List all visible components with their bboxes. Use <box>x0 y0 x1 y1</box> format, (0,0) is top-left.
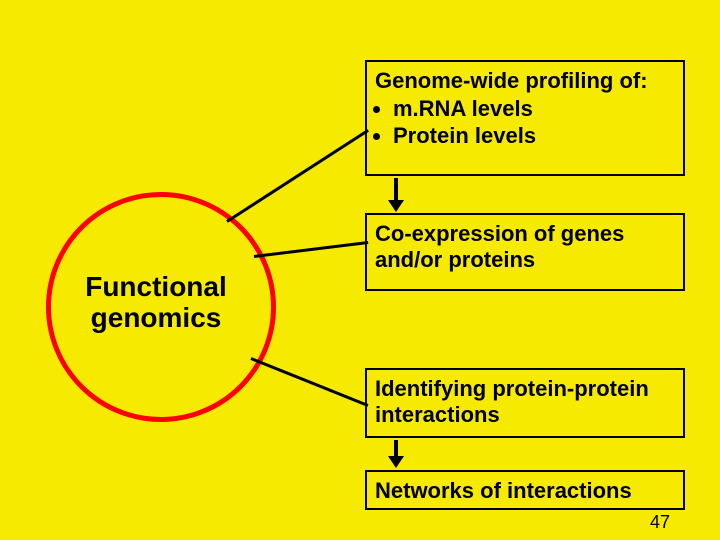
networks-box-header: Networks of interactions <box>375 478 675 504</box>
profiling-box-bullet: m.RNA levels <box>393 96 675 122</box>
functional-genomics-label: Functionalgenomics <box>62 272 250 334</box>
connector-to-profiling <box>226 129 369 223</box>
coexpression-box-header: Co-expression of genes and/or proteins <box>375 221 675 274</box>
arrow-ppi-to-networks <box>388 440 404 468</box>
ppi-box: Identifying protein-protein interactions <box>365 368 685 438</box>
profiling-box: Genome-wide profiling of:m.RNA levelsPro… <box>365 60 685 176</box>
connector-to-ppi <box>250 357 368 407</box>
circle-label-line2: genomics <box>91 302 222 333</box>
ppi-box-header: Identifying protein-protein interactions <box>375 376 675 429</box>
profiling-box-bullets: m.RNA levelsProtein levels <box>375 96 675 149</box>
page-number: 47 <box>650 512 670 533</box>
profiling-box-bullet: Protein levels <box>393 123 675 149</box>
arrow-profiling-to-coexpression <box>388 178 404 212</box>
circle-label-line1: Functional <box>85 271 227 302</box>
networks-box: Networks of interactions <box>365 470 685 510</box>
coexpression-box: Co-expression of genes and/or proteins <box>365 213 685 291</box>
slide-stage: Functionalgenomics Genome-wide profiling … <box>0 0 720 540</box>
connector-to-coexpression <box>254 241 368 258</box>
profiling-box-header: Genome-wide profiling of: <box>375 68 675 94</box>
